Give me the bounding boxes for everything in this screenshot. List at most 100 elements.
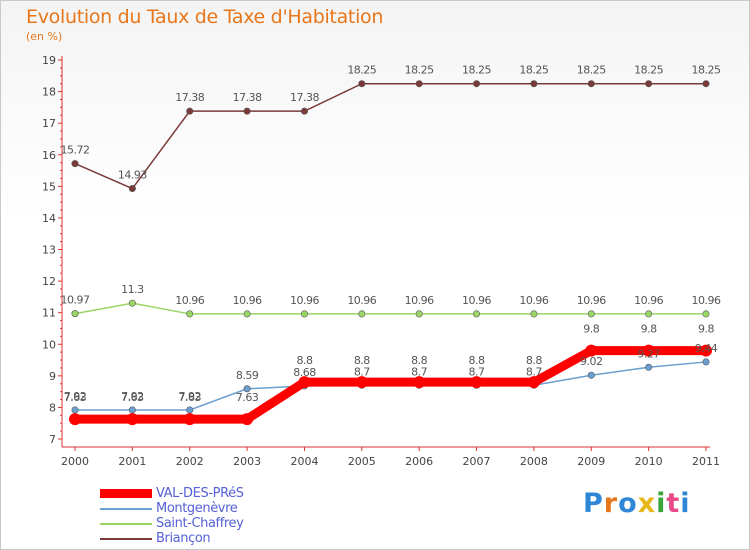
data-label: 8.8 bbox=[411, 354, 427, 367]
data-label: 7.63 bbox=[236, 391, 259, 404]
legend-label: Montgenèvre bbox=[156, 501, 238, 516]
x-tick-label: 2009 bbox=[577, 455, 605, 468]
data-point bbox=[587, 371, 595, 379]
data-label: 17.38 bbox=[175, 91, 204, 104]
logo-letter: i bbox=[656, 488, 667, 519]
legend-swatch bbox=[100, 507, 152, 510]
series-line-VAL-DES-PRéS bbox=[75, 346, 706, 424]
data-label: 18.25 bbox=[405, 64, 434, 77]
x-tick-label: 2004 bbox=[290, 455, 318, 468]
data-label: 18.25 bbox=[692, 64, 721, 77]
legend-label: VAL-DES-PRéS bbox=[156, 486, 244, 501]
x-tick-label: 2002 bbox=[176, 455, 204, 468]
x-tick-label: 2005 bbox=[348, 455, 376, 468]
y-tick-label: 12 bbox=[42, 275, 56, 288]
data-label: 9.8 bbox=[641, 323, 657, 336]
data-label: 10.96 bbox=[634, 294, 663, 307]
data-point bbox=[241, 413, 254, 426]
data-label: 9.02 bbox=[580, 355, 603, 368]
data-label: 8.59 bbox=[236, 369, 259, 382]
data-point bbox=[530, 310, 538, 318]
data-label: 10.96 bbox=[577, 294, 606, 307]
data-label: 7.63 bbox=[178, 391, 201, 404]
data-point bbox=[126, 413, 139, 426]
logo-letter: o bbox=[618, 488, 638, 519]
legend-item: Saint-Chaffrey bbox=[100, 516, 244, 531]
data-point bbox=[355, 376, 368, 389]
data-point bbox=[587, 310, 595, 318]
data-label: 8.7 bbox=[354, 365, 370, 378]
data-label: 18.25 bbox=[577, 64, 606, 77]
data-label: 18.25 bbox=[519, 64, 548, 77]
y-tick-label: 7 bbox=[49, 433, 56, 446]
data-point bbox=[128, 185, 136, 193]
data-label: 7.92 bbox=[121, 390, 144, 403]
data-point bbox=[415, 80, 423, 88]
data-label: 10.96 bbox=[175, 294, 204, 307]
data-point bbox=[585, 344, 598, 357]
x-tick-label: 2007 bbox=[463, 455, 491, 468]
data-label: 17.38 bbox=[233, 91, 262, 104]
data-point bbox=[243, 107, 251, 115]
logo-letter: i bbox=[680, 488, 691, 519]
data-point bbox=[530, 80, 538, 88]
data-label: 8.7 bbox=[526, 365, 542, 378]
data-label: 7.63 bbox=[121, 391, 144, 404]
data-point bbox=[645, 363, 653, 371]
data-label: 18.25 bbox=[347, 64, 376, 77]
data-point bbox=[527, 376, 540, 389]
x-tick-label: 2006 bbox=[405, 455, 433, 468]
data-point bbox=[473, 80, 481, 88]
data-label: 7.92 bbox=[178, 390, 201, 403]
data-label: 10.96 bbox=[519, 294, 548, 307]
data-point bbox=[700, 344, 712, 357]
data-label: 10.96 bbox=[405, 294, 434, 307]
data-point bbox=[298, 376, 311, 389]
data-label: 8.68 bbox=[293, 366, 316, 379]
legend-swatch bbox=[100, 537, 152, 540]
data-point bbox=[642, 344, 655, 357]
data-point bbox=[186, 310, 194, 318]
data-point bbox=[470, 376, 483, 389]
legend-label: Briançon bbox=[156, 531, 211, 546]
legend: VAL-DES-PRéS Montgenèvre Saint-Chaffrey Bri… bbox=[100, 486, 244, 546]
logo-letter: P bbox=[583, 488, 604, 519]
data-point bbox=[300, 310, 308, 318]
x-tick-label: 2001 bbox=[118, 455, 146, 468]
legend-swatch bbox=[100, 489, 152, 498]
y-tick-label: 14 bbox=[42, 212, 56, 225]
data-label: 9.8 bbox=[583, 323, 599, 336]
data-label: 10.96 bbox=[462, 294, 491, 307]
data-point bbox=[358, 310, 366, 318]
y-tick-label: 10 bbox=[42, 338, 56, 351]
x-tick-label: 2010 bbox=[635, 455, 663, 468]
data-label: 8.8 bbox=[354, 354, 370, 367]
data-point bbox=[243, 385, 251, 393]
data-label: 11.3 bbox=[121, 283, 144, 296]
data-point bbox=[183, 413, 196, 426]
y-tick-label: 11 bbox=[42, 307, 56, 320]
data-label: 10.96 bbox=[290, 294, 319, 307]
data-label: 7.63 bbox=[64, 391, 87, 404]
data-point bbox=[243, 310, 251, 318]
data-label: 10.97 bbox=[61, 294, 90, 307]
x-tick-label: 2003 bbox=[233, 455, 261, 468]
data-label: 18.25 bbox=[634, 64, 663, 77]
proxiti-logo: Proxiti bbox=[583, 488, 691, 519]
data-label: 15.72 bbox=[61, 144, 90, 157]
series-line-Saint-Chaffrey bbox=[74, 302, 706, 315]
data-point bbox=[128, 406, 136, 414]
data-label: 17.38 bbox=[290, 91, 319, 104]
x-tick-label: 2011 bbox=[692, 455, 720, 468]
data-point bbox=[702, 310, 710, 318]
data-point bbox=[413, 376, 426, 389]
data-label: 9.44 bbox=[695, 342, 718, 355]
data-point bbox=[645, 80, 653, 88]
data-point bbox=[128, 299, 136, 307]
data-label: 8.8 bbox=[469, 354, 485, 367]
y-tick-label: 19 bbox=[42, 54, 56, 67]
y-tick-label: 17 bbox=[42, 117, 56, 130]
x-tick-label: 2008 bbox=[520, 455, 548, 468]
data-point bbox=[300, 107, 308, 115]
